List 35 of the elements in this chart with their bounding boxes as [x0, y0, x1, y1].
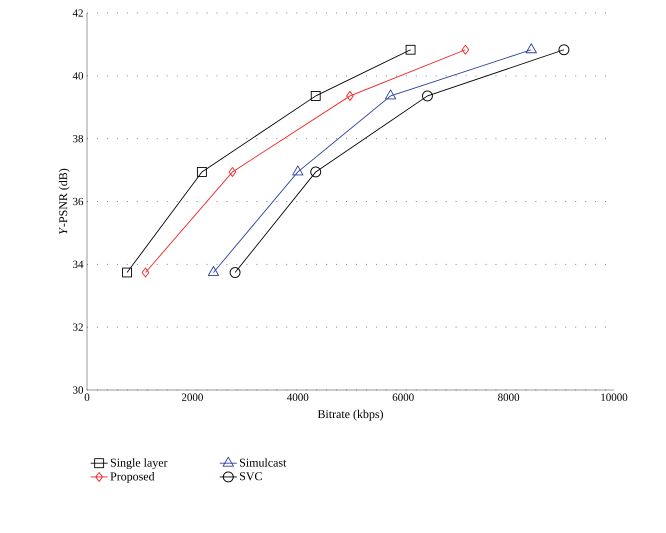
x-tick-label: 10000: [601, 394, 628, 401]
point: [406, 44, 416, 55]
point: [208, 266, 220, 276]
x-tick-label: 6000: [392, 394, 414, 401]
point: [462, 44, 470, 55]
x-tick-label: 0: [84, 394, 90, 401]
point: [230, 267, 241, 278]
y-tick-label: 34: [73, 260, 84, 268]
y-tick-label: 40: [72, 72, 84, 80]
y-tick-label: 36: [73, 198, 84, 206]
y-axis-title: Y-PSNR (dB): [58, 168, 70, 234]
y-tick-label: 42: [72, 9, 83, 17]
point: [122, 268, 132, 278]
y-tick-label: 30: [73, 386, 84, 394]
point: [310, 91, 321, 101]
y-tick-label: 32: [73, 323, 83, 331]
point: [196, 167, 207, 177]
legend-label: Simulcast: [240, 458, 286, 467]
legend-label: Proposed: [110, 472, 154, 483]
point: [142, 268, 150, 278]
point: [384, 90, 396, 100]
x-tick-label: 8000: [498, 394, 520, 401]
point: [346, 91, 354, 101]
point: [292, 166, 304, 176]
point: [228, 167, 236, 177]
x-tick-label: 4000: [287, 394, 308, 401]
x-axis-title: Bitrate (kbps): [318, 410, 384, 421]
point: [422, 90, 433, 102]
point: [526, 43, 537, 54]
point: [310, 166, 322, 178]
x-tick-label: 2000: [182, 394, 203, 401]
point: [558, 44, 570, 56]
legend-label: SVC: [240, 472, 262, 480]
legend-label: Single layer: [110, 458, 168, 470]
y-tick-label: 38: [73, 134, 84, 142]
